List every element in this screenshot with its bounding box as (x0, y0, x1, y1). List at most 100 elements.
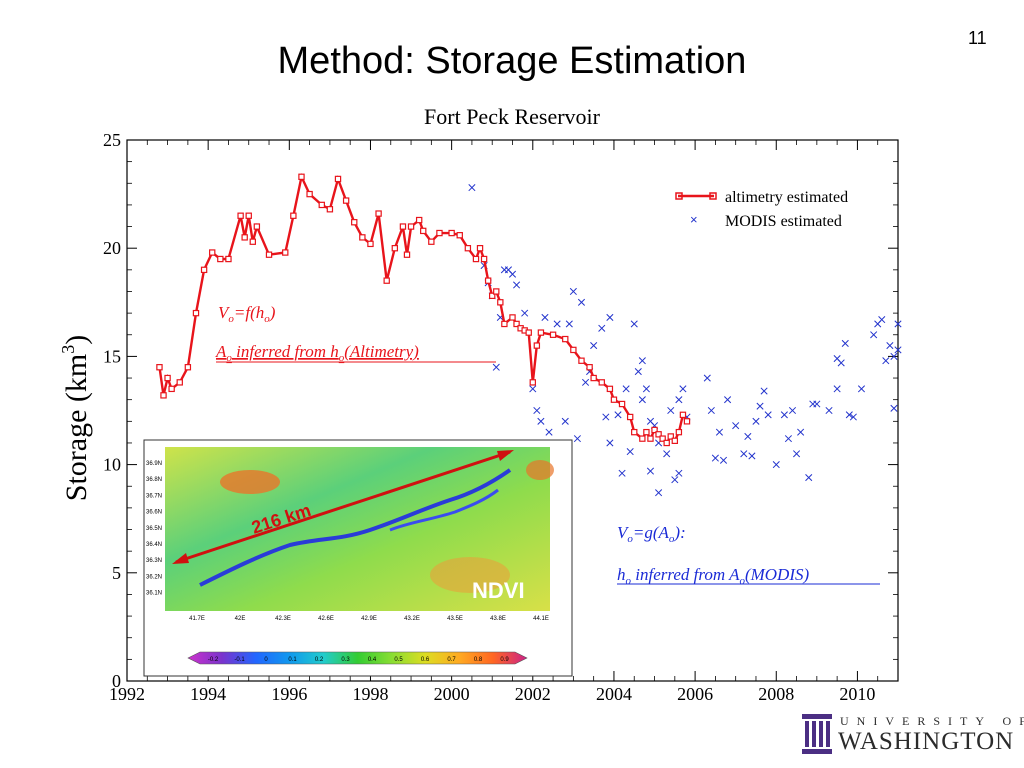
modis-point (602, 413, 610, 421)
x-tick-label: 2000 (434, 684, 470, 704)
modis-point (756, 402, 764, 410)
modis-point (740, 450, 748, 458)
modis-point (541, 313, 549, 322)
modis-point (468, 184, 476, 192)
modis-point (642, 385, 650, 393)
modis-point (707, 406, 715, 415)
colorbar-tick-label: 0.4 (368, 657, 377, 663)
altimetry-point (643, 428, 650, 436)
modis-point (675, 469, 683, 477)
inset-lon-label: 44.1E (533, 616, 549, 622)
modis-point (715, 428, 724, 436)
modis-point (675, 396, 683, 404)
modis-point (545, 428, 553, 436)
altimetry-point (578, 357, 585, 364)
ndvi-hotspot (430, 557, 510, 593)
inset-lat-label: 36.9N (146, 461, 162, 467)
modis-point (626, 448, 634, 456)
colorbar-tick-label: 0.7 (447, 657, 456, 663)
colorbar-tick-label: 0.5 (394, 657, 403, 663)
altimetry-point (639, 435, 646, 442)
modis-point (537, 417, 545, 425)
altimetry-point (160, 392, 167, 399)
altimetry-point (675, 428, 683, 436)
altimetry-point (480, 255, 488, 263)
inset-lon-label: 42.9E (361, 616, 377, 622)
modis-point (614, 411, 622, 419)
chart-title: Fort Peck Reservoir (424, 104, 601, 129)
altimetry-point (484, 277, 492, 284)
y-tick-label: 20 (103, 238, 121, 258)
modis-point (894, 346, 902, 354)
altimetry-point (667, 433, 674, 440)
modis-point (667, 406, 675, 415)
altimetry-point (493, 288, 500, 295)
altimetry-point (415, 216, 423, 224)
altimetry-point (253, 223, 261, 230)
modis-point (581, 378, 590, 386)
y-tick-label: 25 (103, 130, 121, 150)
legend: altimetry estimated × MODIS estimated (675, 189, 848, 230)
modis-point (825, 406, 833, 415)
modis-point (492, 363, 500, 371)
altimetry-point (318, 201, 325, 209)
altimetry-point (342, 197, 350, 204)
inset-lon-label: 41.7E (189, 616, 205, 622)
modis-point (634, 367, 642, 376)
modis-point (719, 456, 728, 464)
modis-point (606, 313, 614, 322)
altimetry-point (164, 374, 171, 382)
x-tick-label: 2002 (515, 684, 551, 704)
modis-point (521, 309, 529, 317)
modis-point (711, 454, 719, 462)
altimetry-point (537, 329, 545, 336)
university-logo: UNIVERSITY OF WASHINGTON (800, 712, 1024, 758)
modis-point (590, 342, 598, 350)
modis-point (598, 324, 606, 332)
altimetry-point (549, 331, 557, 338)
modis-point (886, 342, 894, 350)
inset-lat-label: 36.7N (146, 493, 162, 499)
altimetry-point (529, 379, 536, 386)
annotation-ao-altimetry: Ao inferred from ho(Altimetry) (215, 342, 419, 364)
altimetry-point (282, 249, 289, 256)
modis-point (655, 489, 663, 497)
altimetry-point (383, 277, 390, 284)
altimetry-point (533, 342, 541, 349)
altimetry-point (326, 206, 334, 213)
modis-point (508, 270, 517, 278)
y-tick-label: 15 (103, 346, 121, 366)
modis-point (529, 385, 537, 393)
svg-text:Storage (km3): Storage (km3) (58, 335, 93, 501)
modis-point (833, 385, 841, 393)
modis-point (671, 476, 679, 484)
altimetry-point (509, 314, 516, 321)
altimetry-point (209, 249, 216, 256)
modis-point (890, 352, 898, 360)
altimetry-point (391, 245, 399, 252)
modis-point (577, 298, 586, 306)
inset-lat-label: 36.1N (146, 591, 162, 597)
altimetry-point (489, 292, 496, 300)
altimetry-point (367, 240, 374, 248)
x-tick-label: 2010 (839, 684, 875, 704)
altimetry-point (513, 320, 520, 328)
modis-point (760, 387, 768, 395)
modis-point (882, 357, 890, 365)
modis-point (752, 417, 760, 425)
modis-point (573, 435, 581, 443)
uw-column-icon (802, 714, 832, 754)
colorbar (187, 651, 528, 665)
modis-point (565, 320, 573, 328)
y-axis-label: Storage (km3) (58, 335, 93, 501)
y-axis-label-close: ) (60, 335, 93, 345)
modis-point (849, 413, 857, 421)
inset-lon-label: 43.2E (404, 616, 420, 622)
colorbar-tick-label: 0.9 (500, 657, 509, 663)
altimetry-point (610, 396, 618, 403)
modis-point (857, 385, 866, 393)
altimetry-point (562, 335, 569, 343)
altimetry-point (184, 364, 192, 371)
inset-lon-label: 42E (235, 616, 246, 622)
legend-altimetry-label: altimetry estimated (725, 189, 848, 206)
